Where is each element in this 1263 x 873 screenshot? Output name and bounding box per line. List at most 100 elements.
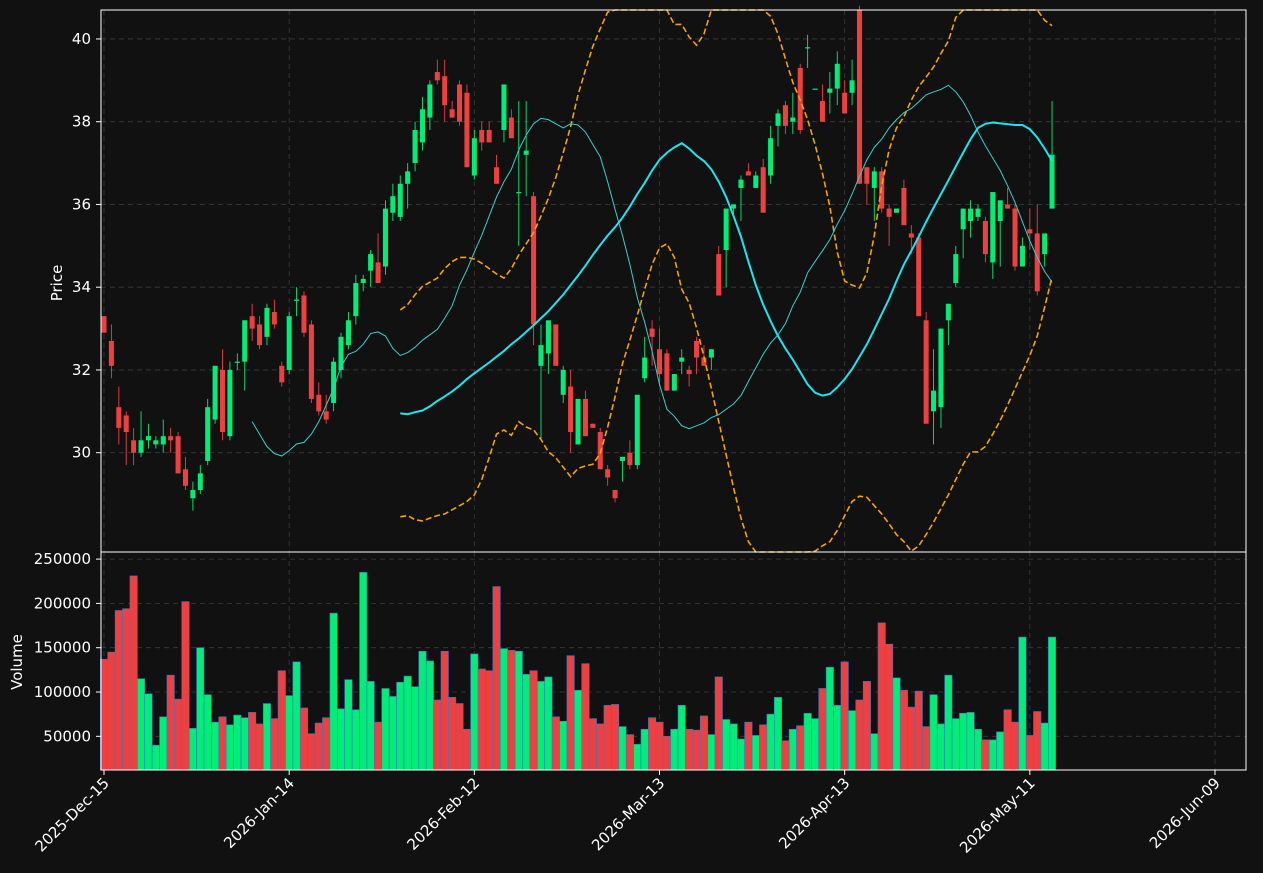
volume-bar: [351, 709, 360, 771]
volume-bar: [1003, 709, 1012, 771]
candle-body: [975, 208, 981, 217]
candle-body: [656, 349, 663, 375]
candle-body: [945, 303, 951, 321]
volume-bar: [929, 694, 938, 771]
candle-body: [827, 88, 833, 93]
volume-tick-label: 100000: [34, 683, 91, 701]
candle-body: [390, 196, 396, 213]
candle-body: [1027, 229, 1033, 234]
candle-body: [582, 398, 588, 437]
volume-bar: [596, 723, 605, 771]
candle-body: [501, 84, 507, 130]
candle-body: [745, 171, 751, 176]
volume-bar: [285, 695, 294, 771]
candle-body: [316, 394, 322, 412]
candle-body: [538, 345, 544, 366]
volume-bar: [322, 717, 331, 771]
volume-bar: [825, 666, 834, 771]
candle-body: [471, 138, 477, 176]
candle-body: [782, 105, 788, 126]
candle-body: [649, 328, 655, 337]
candle-body: [871, 171, 877, 188]
volume-bar: [625, 734, 634, 771]
volume-bar: [396, 681, 405, 771]
price-tick-label: 38: [72, 113, 91, 131]
candle-body: [560, 369, 566, 395]
volume-bar: [292, 661, 301, 771]
volume-bar: [959, 712, 968, 771]
price-tick-label: 40: [72, 30, 91, 48]
candle-body: [775, 113, 781, 126]
candle-body: [464, 92, 470, 168]
volume-bar: [485, 670, 494, 771]
volume-bar: [122, 608, 131, 771]
volume-bar: [788, 728, 797, 771]
volume-bar: [536, 681, 545, 771]
volume-bar: [677, 705, 686, 771]
candle-body: [864, 167, 870, 184]
volume-bar: [114, 610, 123, 771]
candle-body: [982, 221, 988, 255]
candle-body: [160, 436, 166, 445]
candle-body: [627, 452, 633, 466]
volume-bar: [781, 740, 790, 771]
volume-bar: [722, 719, 731, 771]
volume-bar: [337, 708, 346, 771]
candle-body: [612, 489, 618, 499]
candle-body: [405, 171, 411, 184]
volume-bar: [966, 712, 975, 771]
volume-bar: [1048, 636, 1057, 771]
candle-body: [738, 179, 744, 188]
candle-body: [1019, 245, 1025, 267]
volume-bar: [470, 653, 479, 771]
candle-body: [479, 129, 485, 143]
volume-bar: [714, 676, 723, 771]
volume-bar: [981, 739, 990, 771]
candle-body: [249, 316, 255, 329]
volume-bar: [936, 723, 945, 771]
volume-bar: [581, 663, 590, 771]
candle-body: [138, 440, 144, 453]
candle-body: [819, 101, 825, 122]
candle-body: [812, 88, 818, 90]
candle-body: [434, 72, 440, 81]
volume-bar: [1018, 636, 1027, 771]
candle-body: [219, 369, 226, 433]
volume-bar: [151, 744, 160, 771]
volume-bar: [403, 675, 412, 771]
volume-bar: [529, 670, 538, 771]
volume-bar: [240, 717, 249, 771]
volume-bar: [418, 650, 427, 771]
candle-body: [760, 167, 766, 213]
candle-body: [731, 204, 737, 209]
volume-bar: [699, 715, 708, 771]
lower-band-line: [400, 242, 1053, 553]
candle-body: [442, 76, 448, 106]
volume-bar: [862, 681, 871, 771]
candle-body: [294, 299, 300, 301]
volume-bar: [381, 688, 390, 771]
candle-body: [568, 386, 574, 433]
volume-bar: [107, 651, 116, 771]
candle-body: [101, 316, 107, 333]
volume-bar: [188, 728, 197, 771]
candle-body: [123, 415, 129, 433]
candle-body: [301, 295, 307, 333]
volume-bar: [1011, 721, 1020, 771]
volume-bars: [99, 572, 1057, 771]
candle-body: [523, 150, 529, 155]
volume-bar: [811, 718, 820, 771]
candle-body: [768, 138, 774, 176]
price-axis-label: Price: [48, 265, 66, 302]
volume-bar: [611, 704, 620, 771]
candle-body: [427, 84, 433, 118]
volume-bar: [633, 744, 642, 771]
volume-axis-ticks: 50000 100000 150000 200000 250000: [34, 550, 101, 745]
candle-body: [419, 109, 426, 143]
candle-body: [190, 489, 196, 499]
volume-bar: [751, 735, 760, 771]
candle-body: [516, 192, 522, 194]
volume-bar: [655, 721, 664, 771]
volume-bar: [988, 739, 997, 771]
candle-body: [182, 469, 188, 486]
